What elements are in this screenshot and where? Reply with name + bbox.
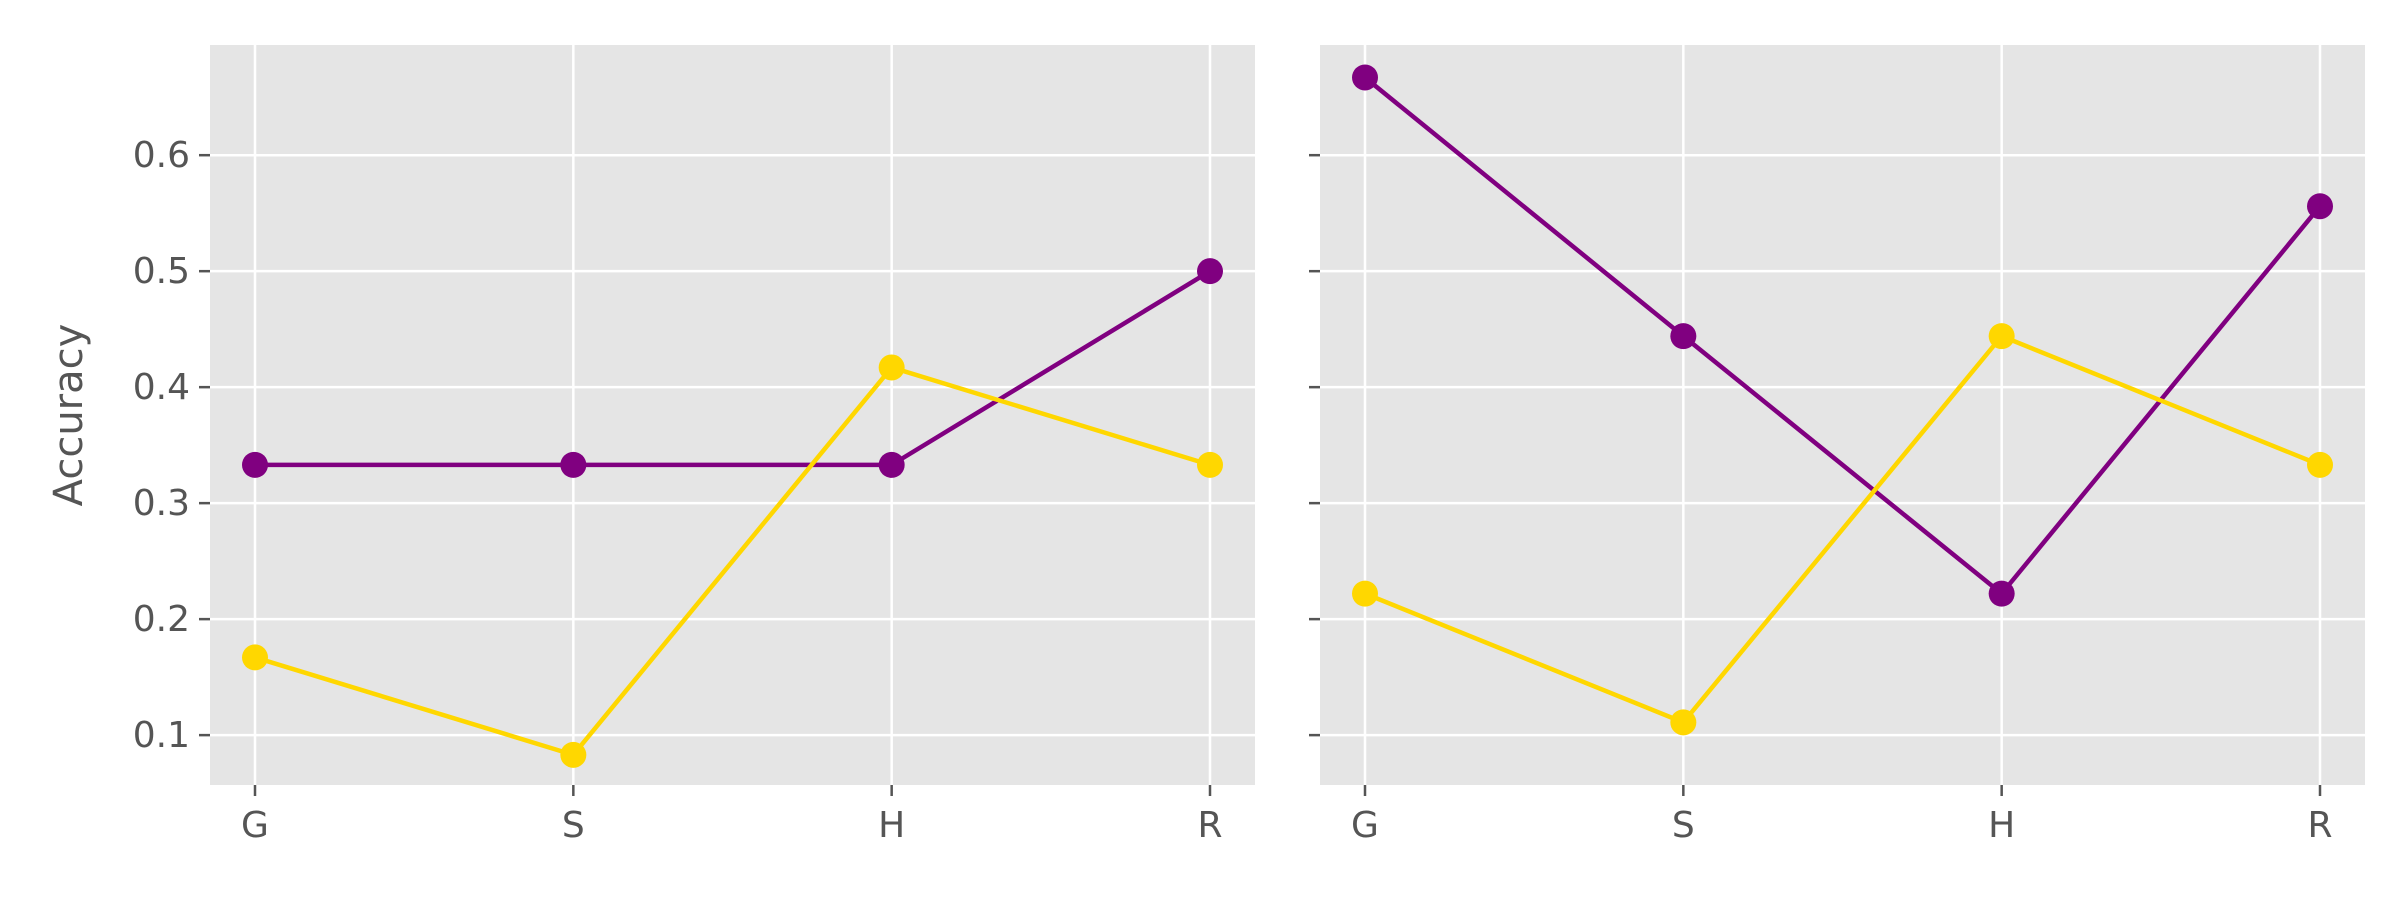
- data-point: [1670, 323, 1697, 350]
- series-line-1: [255, 269, 1212, 468]
- data-point: [1352, 580, 1378, 607]
- data-point: [560, 741, 587, 768]
- y-tick-label: 0.1: [133, 715, 190, 756]
- x-tick-label: S: [562, 805, 585, 846]
- data-point: [1988, 323, 2015, 350]
- data-point: [878, 354, 905, 381]
- data-point: [1352, 64, 1378, 91]
- x-tick-label: G: [241, 805, 269, 846]
- y-tick-label: 0.3: [133, 483, 190, 524]
- x-tick-label: R: [1197, 805, 1222, 846]
- data-point: [242, 644, 268, 671]
- y-tick-label: 0.4: [133, 367, 190, 408]
- data-point: [878, 451, 905, 478]
- x-tick-label: R: [2307, 805, 2332, 846]
- data-point: [2307, 451, 2333, 478]
- series-line-2: [1364, 333, 2321, 725]
- data-point: [560, 451, 587, 478]
- x-tick-label: H: [878, 805, 905, 846]
- y-tick-label: 0.6: [133, 135, 190, 176]
- series-line-2: [254, 365, 1211, 758]
- data-point: [1670, 709, 1697, 736]
- x-tick-label: G: [1351, 805, 1379, 846]
- y-axis-label: Accuracy: [46, 324, 92, 507]
- plot-background-1: [210, 45, 1255, 785]
- x-tick-label: H: [1988, 805, 2015, 846]
- data-point: [1197, 451, 1223, 478]
- y-tick-label: 0.2: [133, 599, 190, 640]
- y-tick-label: 0.5: [133, 251, 190, 292]
- data-point: [1988, 580, 2015, 607]
- data-point: [2307, 193, 2333, 220]
- data-point: [242, 451, 268, 478]
- data-point: [1197, 258, 1223, 285]
- x-tick-label: S: [1672, 805, 1695, 846]
